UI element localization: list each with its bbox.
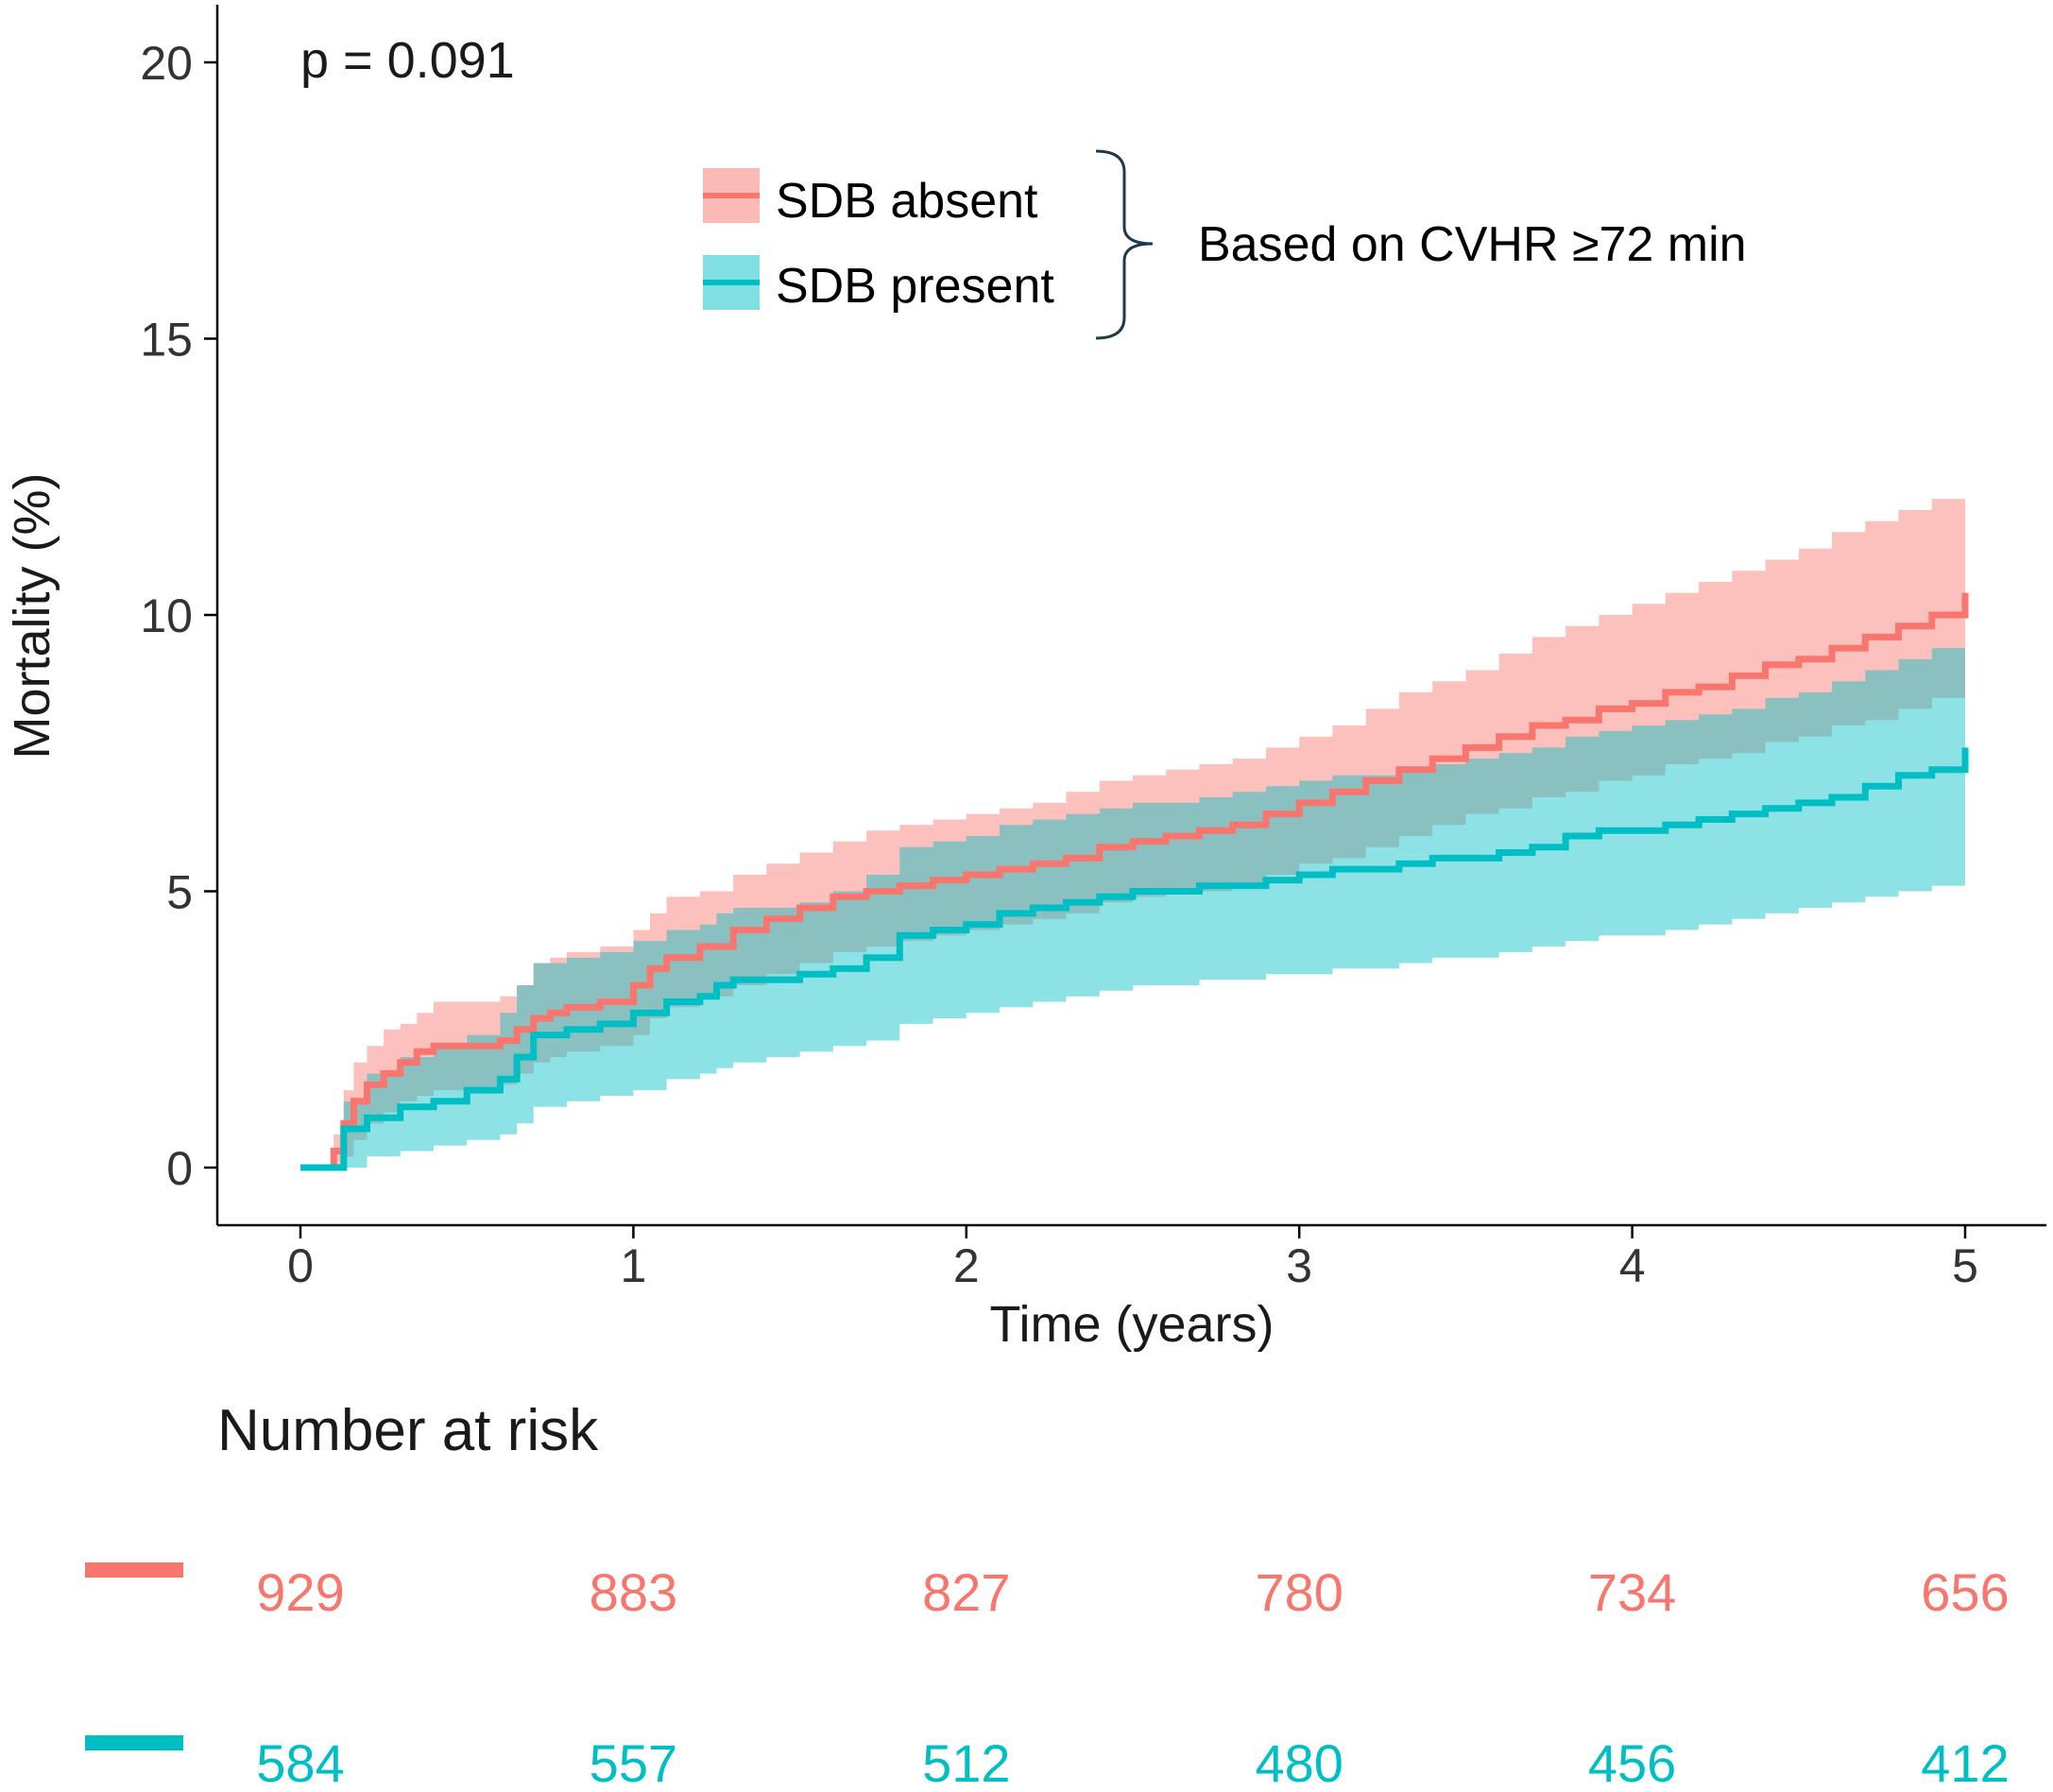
y-axis-ticks: 0 5 10 15 20	[140, 37, 217, 1195]
risk-value-sdb-absent: 734	[1588, 1562, 1676, 1622]
y-tick-label: 5	[166, 866, 193, 919]
risk-value-sdb-present: 412	[1921, 1733, 2009, 1787]
risk-value-sdb-present: 584	[256, 1733, 344, 1787]
risk-value-sdb-absent: 827	[922, 1562, 1010, 1622]
risk-table-title: Number at risk	[217, 1398, 599, 1463]
axes: 0 5 10 15 20 0 1 2 3 4 5	[140, 5, 2046, 1292]
legend-label-sdb-present: SDB present	[776, 259, 1054, 314]
legend-bracket-note: Based on CVHR ≥72 min	[1198, 217, 1747, 272]
risk-value-sdb-absent: 780	[1255, 1562, 1343, 1622]
risk-value-sdb-present: 512	[922, 1733, 1010, 1787]
x-tick-label: 3	[1286, 1239, 1312, 1292]
y-tick-label: 20	[140, 37, 193, 90]
risk-value-sdb-present: 480	[1255, 1733, 1343, 1787]
legend-bracket	[1095, 149, 1154, 340]
x-tick-label: 2	[953, 1239, 980, 1292]
x-axis-label: Time (years)	[989, 1296, 1274, 1353]
survival-curve-sdb-present	[300, 747, 1969, 1171]
risk-value-sdb-absent: 883	[590, 1562, 677, 1622]
legend: SDB absent SDB present Based on CVHR ≥72…	[703, 149, 1747, 340]
x-tick-label: 4	[1619, 1239, 1646, 1292]
y-tick-label: 10	[140, 589, 193, 642]
survival-curves	[300, 592, 1969, 1171]
risk-table-values: 929 883 827 780 734 656 584 557 512 480 456 412	[256, 1562, 2009, 1792]
risk-value-sdb-absent: 656	[1921, 1562, 2009, 1622]
risk-value-sdb-present: 456	[1588, 1733, 1676, 1787]
x-tick-label: 5	[1952, 1239, 1978, 1292]
y-tick-label: 0	[166, 1142, 193, 1195]
y-axis-label: Mortality (%)	[4, 472, 60, 759]
y-tick-label: 15	[140, 314, 193, 367]
legend-label-sdb-absent: SDB absent	[776, 174, 1038, 229]
p-value-annotation: p = 0.091	[300, 32, 515, 89]
x-tick-label: 0	[287, 1239, 314, 1292]
risk-value-sdb-present: 557	[590, 1733, 677, 1787]
risk-value-sdb-absent: 929	[256, 1562, 344, 1622]
x-tick-label: 1	[620, 1239, 646, 1292]
x-axis-ticks: 0 1 2 3 4 5	[287, 1225, 1978, 1292]
survival-curve-sdb-absent	[300, 592, 1969, 1171]
